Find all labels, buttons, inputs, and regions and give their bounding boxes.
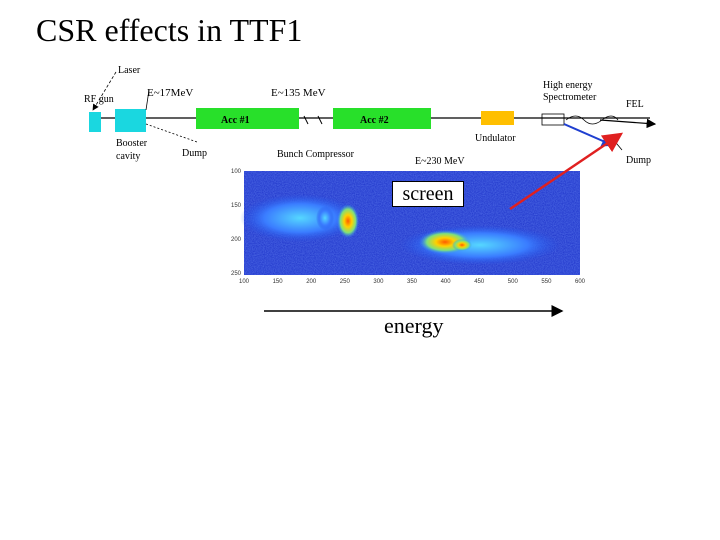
screen-y-tick: 100: [231, 169, 242, 175]
beam-spot-tail: [240, 194, 360, 242]
screen-x-tick: 350: [407, 279, 418, 285]
screen-image: [240, 171, 580, 275]
laser-beam: [92, 71, 117, 111]
screen-x-tick: 600: [575, 279, 586, 285]
screen-x-tick: 150: [273, 279, 284, 285]
screen-x-tick: 250: [340, 279, 351, 285]
screen-x-ticks: 100 150 200 250 300 350 400 450 500 550 600: [239, 279, 586, 285]
slide-title: CSR effects in TTF1: [36, 12, 303, 48]
laser-label: Laser: [118, 65, 141, 76]
screen-y-tick: 250: [231, 271, 242, 277]
screen-x-tick: 100: [239, 279, 250, 285]
fel-arrow: [599, 118, 657, 129]
dump-1-label: Dump: [182, 148, 207, 159]
acc1-module: [196, 108, 299, 129]
rf-gun: [89, 112, 101, 132]
screen-x-tick: 400: [441, 279, 452, 285]
energy-label: energy: [384, 313, 444, 338]
energy-1-label: E~17MeV: [147, 87, 193, 99]
screen-y-tick: 150: [231, 203, 242, 209]
acc1-label: Acc #1: [221, 115, 250, 126]
beam-spot-faint: [316, 206, 334, 230]
screen-x-tick: 450: [474, 279, 485, 285]
booster-label: Booster: [116, 138, 148, 149]
undulator: [481, 111, 514, 125]
bunch-compressor-label: Bunch Compressor: [277, 149, 355, 160]
acc2-label: Acc #2: [360, 115, 389, 126]
chicane-mark: [303, 115, 309, 125]
spectrometer-label: Spectrometer: [543, 92, 597, 103]
screen-y-tick: 200: [231, 237, 242, 243]
screen-x-tick: 500: [508, 279, 519, 285]
beam-spot-1: [337, 204, 359, 238]
screen-x-tick: 550: [541, 279, 552, 285]
dump-line-2: [563, 123, 614, 147]
screen-x-tick: 300: [373, 279, 384, 285]
energy-3-label: E~230 MeV: [415, 156, 465, 167]
chicane-mark: [317, 115, 323, 125]
screen-label: screen: [392, 181, 464, 207]
undulator-label: Undulator: [475, 133, 516, 144]
energy-2-label: E~135 MeV: [271, 87, 326, 99]
booster-cavity: [115, 109, 146, 132]
energy-marker: [145, 89, 150, 111]
photon-wave: [565, 115, 619, 125]
dump-2-label: Dump: [626, 155, 651, 166]
screen-pointer-arrow: [509, 132, 624, 211]
dump-line-1: [145, 123, 198, 143]
beam-spot-3: [452, 239, 472, 251]
screen-x-tick: 200: [306, 279, 317, 285]
acc2-module: [333, 108, 431, 129]
spectrometer-magnet: [541, 113, 565, 126]
fel-label: FEL: [626, 99, 644, 110]
rf-gun-label: RF gun: [84, 94, 114, 105]
cavity-label: cavity: [116, 151, 140, 162]
screen-y-ticks: 100 150 200 250: [231, 169, 242, 277]
high-energy-label: High energy: [543, 80, 593, 91]
